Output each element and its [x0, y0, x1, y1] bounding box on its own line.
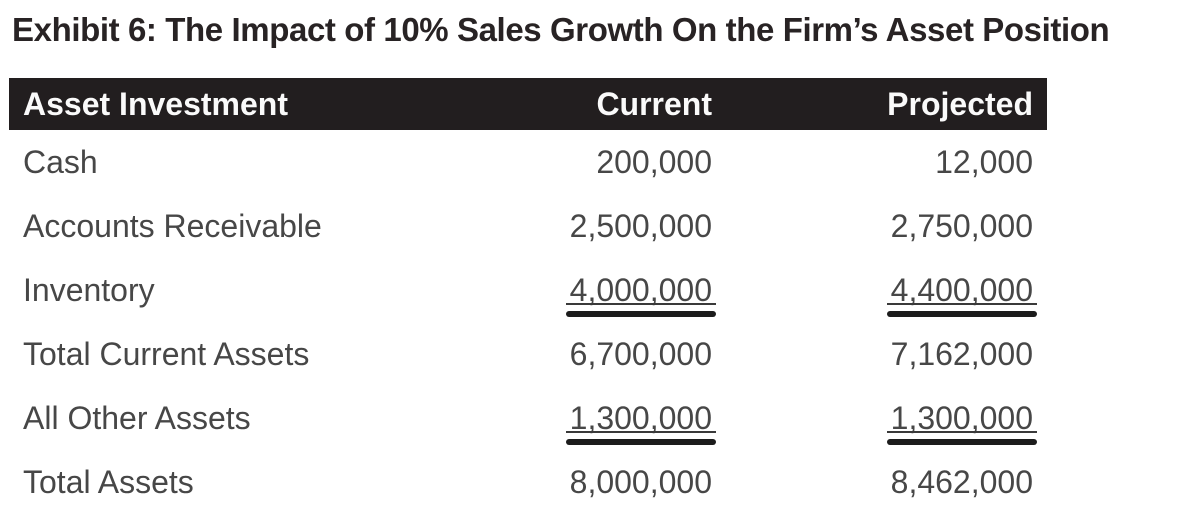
current-value: 8,000,000 — [569, 463, 712, 500]
table-row: Accounts Receivable 2,500,000 2,750,000 — [9, 194, 1047, 258]
exhibit-title: Exhibit 6: The Impact of 10% Sales Growt… — [12, 11, 1110, 48]
row-label: Total Assets — [23, 463, 194, 500]
table-row: All Other Assets 1,300,000 1,300,000 — [9, 386, 1047, 450]
row-label: Total Current Assets — [23, 335, 310, 372]
table-row: Cash 200,000 12,000 — [9, 130, 1047, 194]
current-value: 1,300,000 — [565, 400, 717, 446]
table-row: Total Assets 8,000,000 8,462,000 — [9, 450, 1047, 514]
projected-value: 4,400,000 — [886, 272, 1038, 318]
row-label: Cash — [23, 143, 98, 180]
projected-value: 1,300,000 — [886, 400, 1038, 446]
col-header-asset-investment: Asset Investment — [23, 85, 288, 122]
projected-value: 2,750,000 — [890, 207, 1033, 244]
projected-value: 8,462,000 — [890, 463, 1033, 500]
current-value: 2,500,000 — [569, 207, 712, 244]
current-value: 6,700,000 — [569, 335, 712, 372]
table-row: Total Current Assets 6,700,000 7,162,000 — [9, 322, 1047, 386]
projected-value: 7,162,000 — [890, 335, 1033, 372]
current-value: 4,000,000 — [565, 272, 717, 318]
row-label: Inventory — [23, 271, 155, 308]
table-row: Inventory 4,000,000 4,400,000 — [9, 258, 1047, 322]
col-header-current: Current — [596, 85, 712, 122]
projected-value: 12,000 — [935, 143, 1033, 180]
row-label: All Other Assets — [23, 399, 251, 436]
asset-table: Asset Investment Current Projected Cash … — [9, 78, 1047, 514]
table-header-row: Asset Investment Current Projected — [9, 78, 1047, 130]
col-header-projected: Projected — [887, 85, 1033, 122]
row-label: Accounts Receivable — [23, 207, 322, 244]
current-value: 200,000 — [596, 143, 712, 180]
